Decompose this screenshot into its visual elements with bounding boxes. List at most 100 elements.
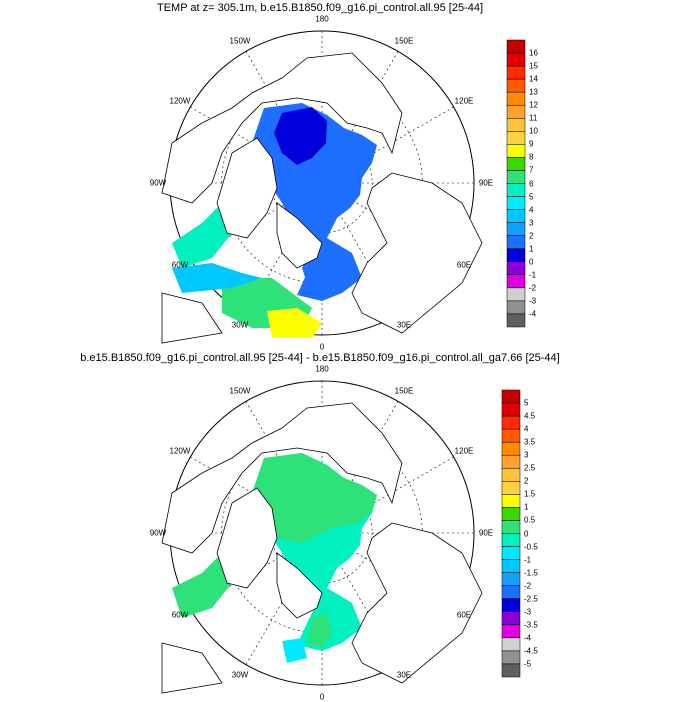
colorbar-label: 2 <box>524 476 529 486</box>
colorbar-box <box>501 507 521 521</box>
land-mass <box>351 522 483 684</box>
land-mass <box>351 172 483 334</box>
colorbar-label: 13 <box>529 87 538 97</box>
colorbar-label: 8 <box>529 152 534 162</box>
colorbar-label: -3 <box>529 296 537 306</box>
land-mass <box>161 292 223 344</box>
longitude-label: 30W <box>231 670 249 680</box>
colorbar-label: 3 <box>524 450 529 460</box>
colorbar-label: -4 <box>529 309 537 319</box>
colorbar-label: 11 <box>529 113 538 123</box>
colorbar-label: -4 <box>524 633 532 643</box>
field-region-atlantic-pos <box>307 613 332 648</box>
longitude-label: 150W <box>229 36 251 46</box>
longitude-label: 60W <box>171 260 189 270</box>
land-mass <box>216 487 278 589</box>
longitude-label: 90E <box>478 528 494 538</box>
longitude-label: 60W <box>171 610 189 620</box>
longitude-label: 180 <box>315 14 329 24</box>
longitude-label: 0 <box>319 692 325 702</box>
colorbar-box <box>501 494 521 508</box>
longitude-label: 30E <box>396 670 412 680</box>
colorbar-label: 6 <box>529 179 534 188</box>
colorbar-label: 0 <box>524 529 529 538</box>
colorbar-box <box>506 39 526 54</box>
colorbar-box <box>506 235 526 249</box>
colorbar-box <box>506 183 526 197</box>
field-region-neg1 <box>282 638 307 663</box>
longitude-label: 120E <box>454 446 474 456</box>
longitude-label: 30E <box>396 320 412 330</box>
longitude-label: 90W <box>149 528 167 538</box>
longitude-label: 120E <box>454 96 474 106</box>
colorbar-label: 4 <box>529 205 534 215</box>
longitude-label: 150W <box>229 386 251 396</box>
colorbar-label: -1 <box>524 555 532 565</box>
colorbar-label: 3 <box>529 218 534 228</box>
colorbar-box <box>506 78 526 93</box>
colorbar-label: -3.5 <box>524 620 538 630</box>
colorbar-box <box>501 389 521 404</box>
longitude-label: 150E <box>394 36 414 46</box>
colorbar-label: 2.5 <box>524 463 536 473</box>
colorbar-label: 0.5 <box>524 515 536 525</box>
colorbar-box <box>501 572 521 586</box>
colorbar-label: -0.5 <box>524 542 538 552</box>
colorbar-box <box>501 441 521 456</box>
longitude-label: 120W <box>169 96 191 106</box>
colorbar-label: 7 <box>529 165 534 175</box>
colorbar-box <box>506 170 526 184</box>
field-region-3to4 <box>172 263 262 293</box>
colorbar-box <box>506 287 526 302</box>
colorbar-label: 4.5 <box>524 411 536 421</box>
longitude-label: 150E <box>394 386 414 396</box>
colorbar-label: 12 <box>529 100 538 110</box>
longitude-label: 60E <box>456 260 472 270</box>
longitude-label: 0 <box>319 342 325 352</box>
colorbar-box <box>501 546 521 560</box>
colorbar-label: 9 <box>529 139 534 149</box>
colorbar-label: 2 <box>529 231 534 241</box>
colorbar-box <box>506 196 526 210</box>
land-mass <box>276 202 323 269</box>
colorbar-box <box>501 611 521 626</box>
colorbar-label: 1 <box>529 244 534 254</box>
colorbar-box <box>501 650 521 665</box>
colorbar-label: 5 <box>529 192 534 202</box>
land-mass <box>161 642 223 694</box>
longitude-label: 120W <box>169 446 191 456</box>
land-mass <box>161 402 403 554</box>
land-mass <box>161 52 403 204</box>
colorbar-label: 4 <box>524 424 529 434</box>
land-mass <box>276 552 323 619</box>
colorbar-box <box>506 248 526 263</box>
land-mass <box>216 137 278 239</box>
colorbar-box <box>506 261 526 276</box>
colorbar-box <box>501 454 521 469</box>
colorbar-box <box>501 468 521 482</box>
longitude-label: 180 <box>315 364 329 374</box>
colorbar-box <box>501 624 521 639</box>
colorbar-box <box>506 65 526 80</box>
field-region-8to9 <box>267 308 322 338</box>
colorbar-box <box>501 533 521 547</box>
colorbar-box <box>506 52 526 67</box>
colorbar-box <box>506 209 526 223</box>
colorbar-label: -4.5 <box>524 646 538 656</box>
colorbar-label: -1.5 <box>524 568 538 578</box>
colorbar-box <box>501 637 521 652</box>
colorbar-box <box>506 300 526 315</box>
colorbar-box <box>506 131 526 145</box>
colorbar-label: -1 <box>529 270 537 280</box>
colorbar-box <box>501 520 521 534</box>
colorbar-box <box>506 104 526 119</box>
colorbar-label: 1 <box>524 502 529 512</box>
colorbar-box <box>506 313 526 328</box>
colorbar-label: 10 <box>529 126 538 136</box>
colorbar-box <box>501 402 521 417</box>
colorbar-label: -2 <box>524 581 532 591</box>
colorbar-label: -5 <box>524 659 532 669</box>
longitude-label: 30W <box>231 320 249 330</box>
colorbar-box <box>506 144 526 158</box>
